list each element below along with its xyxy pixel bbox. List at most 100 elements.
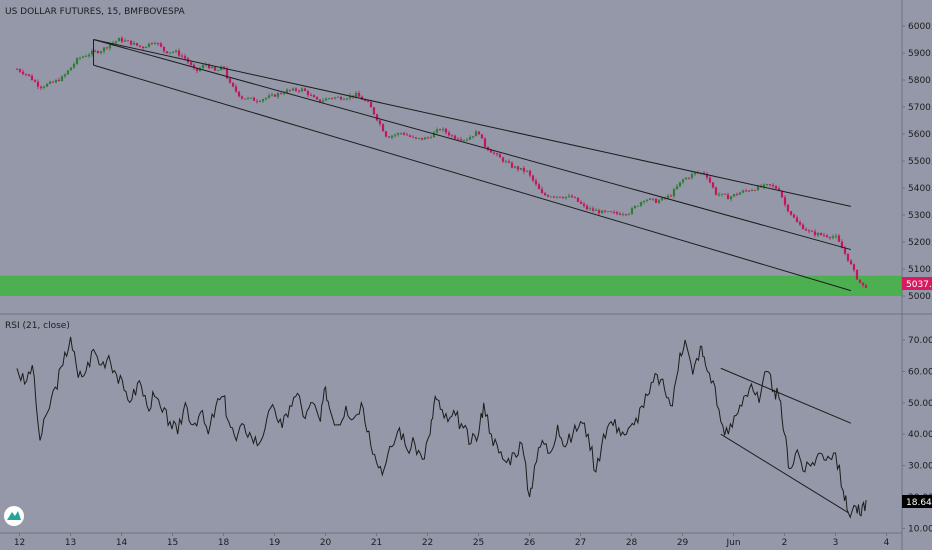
candle (774, 184, 778, 190)
candle (180, 53, 184, 58)
candle (822, 232, 826, 238)
candle (249, 97, 253, 99)
candle (159, 41, 163, 48)
candle (858, 279, 862, 284)
tradingview-logo-icon[interactable] (4, 506, 24, 526)
candle (582, 202, 586, 208)
candle (477, 131, 481, 136)
price-tick-label: 5000.0 (908, 292, 932, 302)
candle (516, 165, 520, 172)
candle (687, 177, 691, 180)
candle (672, 187, 676, 199)
candle (306, 90, 310, 98)
rsi-tick-label: 10.00 (908, 524, 932, 534)
candle (369, 100, 373, 108)
time-tick-label: Jun (726, 538, 741, 548)
candle (816, 232, 820, 238)
candle (546, 194, 550, 198)
candle (762, 183, 766, 190)
candle (552, 195, 556, 199)
candle (447, 130, 451, 137)
candle (510, 161, 514, 169)
candle (456, 137, 460, 140)
candle (648, 198, 652, 201)
time-tick-label: 26 (524, 538, 536, 548)
svg-text:18.64: 18.64 (906, 498, 932, 508)
candle (525, 170, 529, 173)
time-tick-label: 15 (167, 538, 178, 548)
candle (513, 165, 517, 169)
candle (78, 56, 82, 61)
candle (831, 234, 835, 240)
candle (24, 73, 28, 77)
candle (381, 123, 385, 132)
candle (558, 196, 562, 198)
candle (789, 210, 793, 216)
candle (144, 46, 148, 49)
candle (531, 174, 535, 183)
time-tick-label: 29 (677, 538, 689, 548)
candle (549, 196, 553, 198)
candle (336, 95, 340, 98)
candle (630, 206, 634, 215)
candle (426, 136, 430, 140)
rsi-indicator-title: RSI (21, close) (5, 321, 70, 331)
candle (21, 69, 25, 76)
rsi-tick-label: 30.00 (908, 462, 932, 472)
candle (429, 135, 433, 139)
candle (213, 66, 217, 72)
candle (480, 134, 484, 139)
candle (711, 181, 715, 189)
candle (765, 183, 769, 187)
time-tick-label: 3 (833, 538, 839, 548)
candle (417, 137, 421, 140)
candle (645, 198, 649, 203)
time-tick-label: 12 (14, 538, 25, 548)
candle (72, 62, 76, 70)
candle (495, 152, 499, 157)
candle (333, 96, 337, 100)
candle (591, 206, 595, 213)
candle (609, 211, 613, 213)
candle (651, 198, 655, 201)
candle (639, 201, 643, 208)
price-tick-label: 5900.0 (908, 49, 932, 59)
candle (294, 87, 298, 93)
candle (744, 188, 748, 192)
candle (246, 96, 250, 101)
candle (846, 253, 850, 263)
candle (678, 182, 682, 188)
candle (288, 89, 292, 92)
candle (45, 83, 49, 88)
candle (576, 197, 580, 203)
candle (570, 194, 574, 198)
candle (375, 113, 379, 122)
candle (654, 197, 658, 204)
candle (783, 195, 787, 208)
candle (69, 67, 73, 71)
rsi-tick-label: 50.00 (908, 399, 932, 409)
candle (732, 193, 736, 198)
candle (855, 269, 859, 280)
candle (471, 136, 475, 139)
candle (693, 172, 697, 177)
candle (93, 49, 97, 53)
candle (168, 52, 172, 55)
candle (435, 127, 439, 135)
candle (798, 220, 802, 227)
candle (768, 184, 772, 188)
candle (402, 131, 406, 136)
time-tick-label: 13 (65, 538, 76, 548)
candle (348, 93, 352, 101)
candle (444, 127, 448, 135)
candle (627, 212, 631, 216)
candle (132, 40, 136, 45)
candle (492, 150, 496, 156)
candle (585, 204, 589, 211)
candle (195, 67, 199, 74)
candle (837, 233, 841, 243)
candle (786, 203, 790, 213)
